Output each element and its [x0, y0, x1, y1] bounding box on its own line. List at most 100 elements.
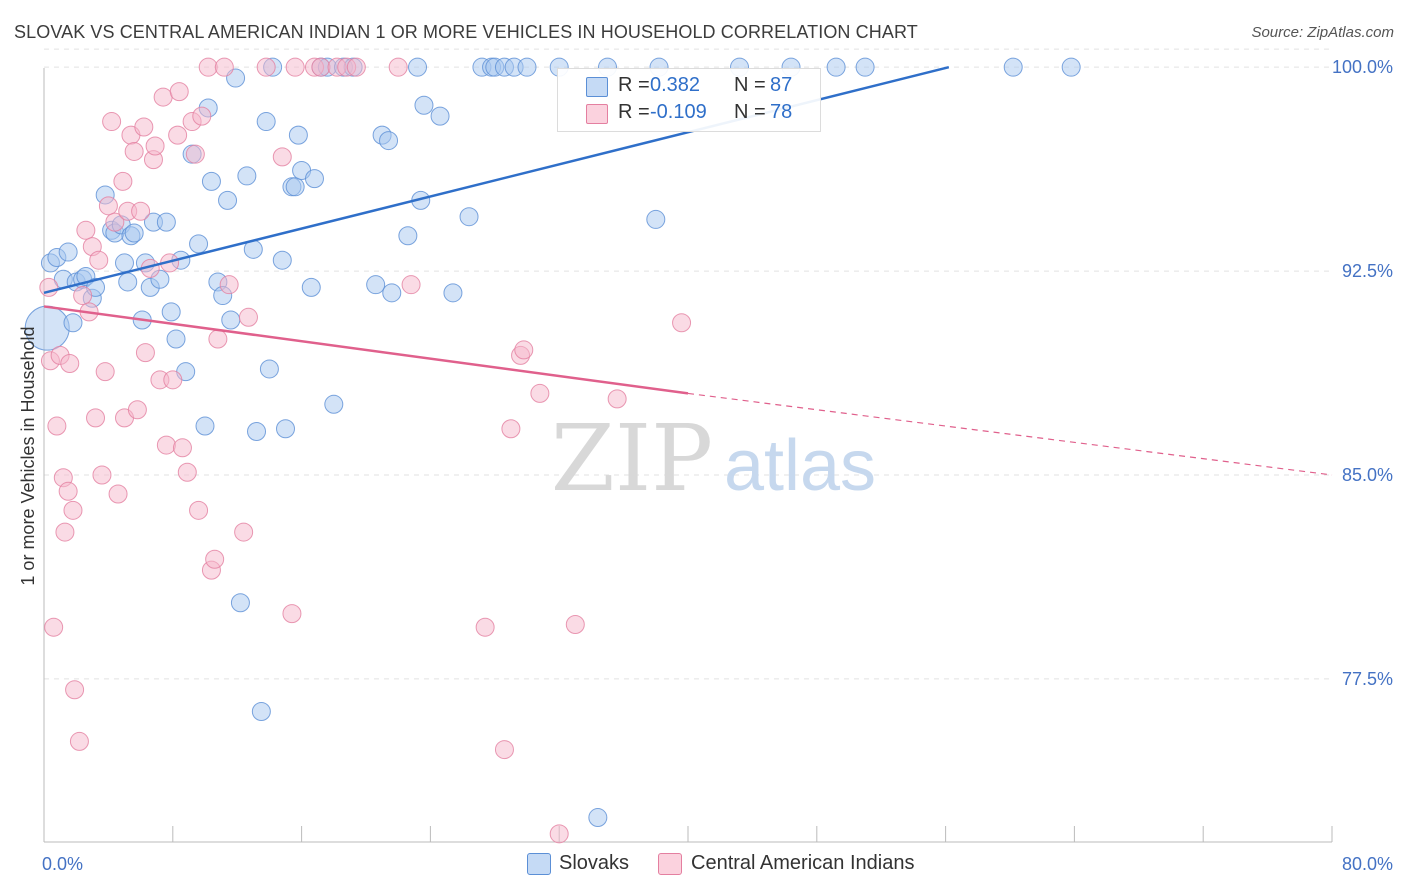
slovak-point [588, 808, 608, 828]
slovak-point [230, 593, 250, 613]
legend-n-value: 78 [770, 101, 793, 123]
central-american-indian-point [47, 416, 67, 436]
y-tick-label: 85.0% [1342, 465, 1393, 485]
slovak-point [379, 131, 399, 151]
watermark-zip: ZIP [551, 405, 713, 512]
central-american-indian-point [153, 87, 173, 107]
series-label-slovaks: Slovaks [559, 852, 630, 874]
slovak-point [201, 171, 221, 191]
chart-title: SLOVAK VS CENTRAL AMERICAN INDIAN 1 OR M… [14, 22, 918, 42]
slovak-point [646, 209, 666, 229]
central-american-indian-point [134, 117, 154, 137]
central-american-indian-point [55, 522, 75, 542]
slovak-point [115, 253, 134, 273]
central-american-indian-point [135, 343, 155, 363]
legend-r-label: R = [618, 101, 650, 123]
central-american-indian-point [192, 106, 212, 126]
slovak-point [118, 272, 138, 292]
slovak-point [63, 313, 83, 333]
slovak-point [443, 283, 463, 303]
points-layer [24, 57, 1081, 844]
legend-row-central-american-indians: R = -0.109 N = 78 [558, 101, 820, 127]
legend-swatch-pink [586, 104, 608, 124]
central-american-indian-point [92, 465, 112, 485]
slovak-point [189, 234, 209, 254]
slovak-point [276, 419, 295, 439]
slovak-point [124, 223, 144, 243]
central-american-indian-point [238, 307, 258, 327]
central-american-indian-point [124, 141, 144, 161]
axes-layer [43, 68, 1333, 843]
central-american-indian-point [256, 57, 276, 77]
central-american-indian-point [285, 57, 305, 77]
legend-swatch-blue [586, 77, 608, 97]
series-swatch-central-american-indians [658, 853, 682, 875]
slovak-point [408, 57, 428, 77]
grid-layer [44, 48, 1332, 680]
central-american-indian-point [44, 617, 64, 637]
central-american-indian-point [168, 125, 188, 145]
central-american-indian-point [63, 500, 83, 520]
central-american-indian-point [60, 354, 80, 374]
central-american-indian-point [282, 604, 302, 624]
x-tick-label-min: 0.0% [42, 854, 83, 874]
central-american-indian-point [156, 435, 176, 455]
central-american-indian-point [346, 57, 366, 77]
source-label: Source: ZipAtlas.com [1251, 24, 1394, 41]
slovak-point [247, 421, 267, 441]
central-american-indian-point [105, 212, 125, 232]
central-american-indian-point [208, 329, 228, 349]
central-american-indian-point [113, 171, 133, 191]
series-swatch-slovaks [527, 853, 551, 875]
central-american-indian-point [172, 438, 192, 458]
slovak-point [166, 329, 186, 349]
labels-layer: 77.5% 85.0% 92.5% 100.0% 0.0% 80.0% 1 or more … [18, 57, 1393, 874]
slovak-point [288, 125, 308, 145]
central-american-indian-point [388, 57, 408, 77]
central-american-indian-point [95, 362, 115, 382]
central-american-indian-point [475, 617, 495, 637]
central-american-indian-trend-extension [687, 392, 1333, 476]
slovak-point [259, 359, 279, 379]
y-axis-label: 1 or more Vehicles in Household [18, 326, 38, 585]
y-tick-label: 92.5% [1342, 261, 1393, 281]
central-american-indian-point [76, 220, 96, 240]
slovak-point [855, 57, 875, 77]
legend-row-slovaks: R = 0.382 N = 87 [558, 74, 820, 100]
central-american-indian-point [98, 196, 118, 216]
slovak-point [285, 177, 305, 197]
central-american-indian-point [198, 57, 218, 77]
slovak-point [58, 242, 78, 262]
slovak-point [430, 106, 450, 126]
central-american-indian-point [189, 500, 209, 520]
central-american-indian-point [514, 340, 534, 360]
slovak-point [218, 190, 238, 210]
central-american-indian-point [401, 275, 421, 295]
central-american-indian-point [234, 522, 254, 542]
slovak-point [366, 275, 386, 295]
central-american-indian-point [89, 250, 109, 270]
central-american-indian-point [565, 615, 585, 635]
central-american-indian-point [177, 462, 197, 482]
series-label-central-american-indians: Central American Indians [691, 852, 915, 874]
legend-n-label: N = [734, 74, 766, 96]
central-american-indian-point [272, 147, 292, 167]
slovak-point [324, 394, 344, 414]
slovak-point [301, 277, 321, 297]
watermark-atlas: atlas [724, 426, 876, 506]
central-american-indian-point [69, 731, 89, 751]
central-american-indian-point [169, 82, 189, 102]
legend-r-label: R = [618, 74, 650, 96]
central-american-indian-point [185, 144, 205, 164]
central-american-indian-point [127, 400, 147, 420]
slovak-point [1003, 57, 1023, 77]
central-american-indian-point [530, 383, 550, 403]
central-american-indian-point [145, 136, 165, 156]
central-american-indian-point [58, 481, 78, 501]
slovak-point [826, 57, 846, 77]
slovak-point [382, 283, 402, 303]
slovak-point [161, 302, 181, 322]
central-american-indian-point [65, 680, 85, 700]
watermark: ZIP atlas [551, 405, 876, 512]
